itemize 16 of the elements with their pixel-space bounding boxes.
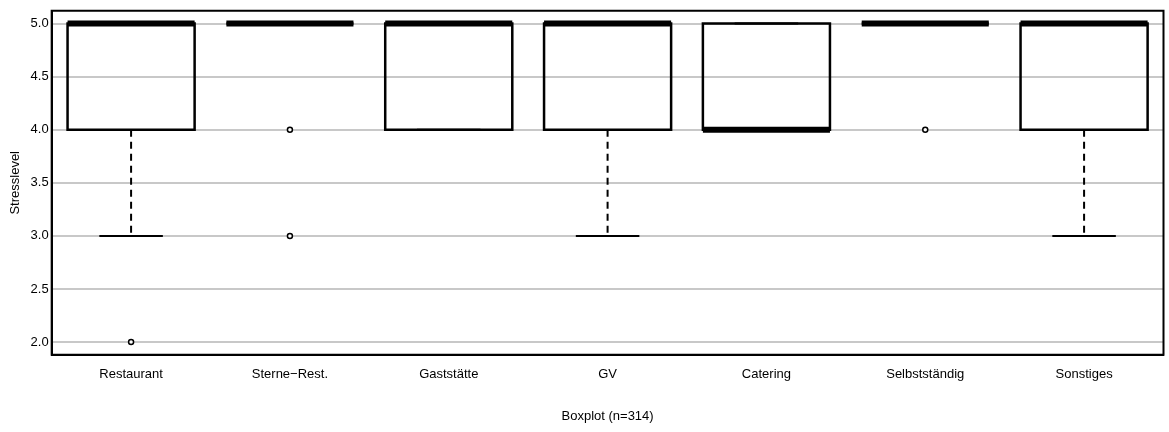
x-tick-label: Restaurant	[99, 366, 164, 382]
y-tick-label: 3.5	[30, 174, 49, 190]
x-tick-label: Sonstiges	[1055, 366, 1114, 382]
x-tick-label: Gaststätte	[419, 366, 479, 382]
y-axis-title: Stresslevel	[7, 150, 23, 215]
y-tick-label: 4.0	[30, 121, 49, 137]
x-tick-label: Sterne−Rest.	[251, 366, 329, 382]
x-tick-label: GV	[598, 366, 618, 382]
y-tick-label: 4.5	[30, 68, 49, 84]
x-axis-title: Boxplot (n=314)	[561, 407, 654, 423]
y-tick-label: 2.5	[30, 280, 49, 296]
y-tick-label: 2.0	[30, 333, 49, 349]
x-tick-label: Selbstständig	[886, 366, 965, 382]
y-tick-label: 5.0	[30, 15, 49, 31]
x-tick-label: Catering	[741, 366, 791, 382]
y-tick-label: 3.0	[30, 227, 49, 243]
